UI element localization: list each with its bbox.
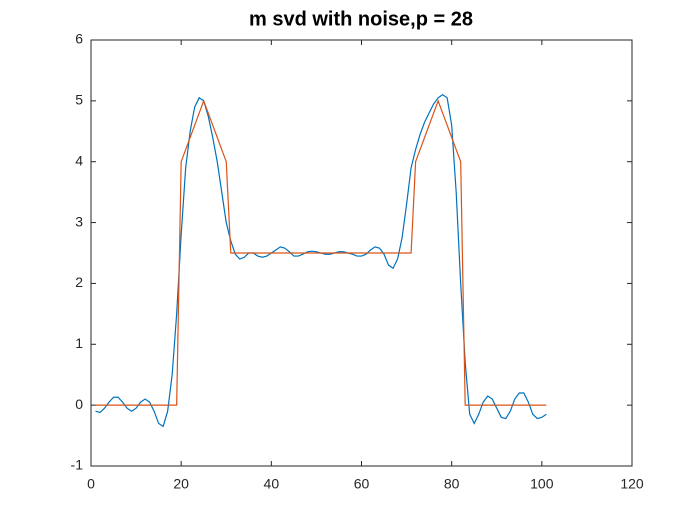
y-tick-label: 5 [75, 92, 83, 108]
y-tick-label: 3 [75, 213, 83, 229]
y-tick-label: 0 [75, 396, 83, 412]
y-tick-label: 2 [75, 274, 83, 290]
series-line [95, 99, 547, 406]
x-tick-label: 60 [354, 476, 370, 492]
x-tick-label: 40 [264, 476, 280, 492]
y-tick-label: 1 [75, 335, 83, 351]
x-tick-label: 80 [444, 476, 460, 492]
x-tick-label: 100 [530, 476, 554, 492]
y-tick-label: -1 [71, 457, 84, 473]
y-tick-label: 6 [75, 31, 83, 47]
y-tick-label: 4 [75, 152, 83, 168]
x-tick-label: 120 [620, 476, 644, 492]
x-tick-label: 0 [87, 476, 95, 492]
x-tick-label: 20 [173, 476, 189, 492]
chart-title: m svd with noise,p = 28 [249, 8, 473, 30]
